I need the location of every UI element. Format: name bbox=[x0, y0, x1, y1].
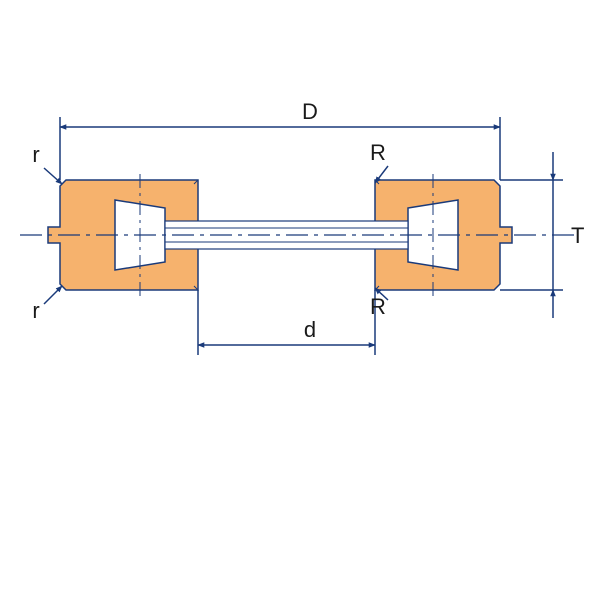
dimension-label-D: D bbox=[302, 99, 318, 124]
radius-R-top-label: R bbox=[370, 140, 386, 165]
chamfer-r-bottom-label: r bbox=[32, 298, 39, 323]
bearing-cross-section-diagram: Dd Tr r R R bbox=[0, 0, 600, 600]
chamfer-r-top-label: r bbox=[32, 142, 39, 167]
dimension-label-T: T bbox=[571, 223, 584, 248]
chamfer-r-bottom-leader bbox=[44, 286, 62, 304]
radius-R-bottom-label: R bbox=[370, 294, 386, 319]
dimension-label-d: d bbox=[304, 317, 316, 342]
